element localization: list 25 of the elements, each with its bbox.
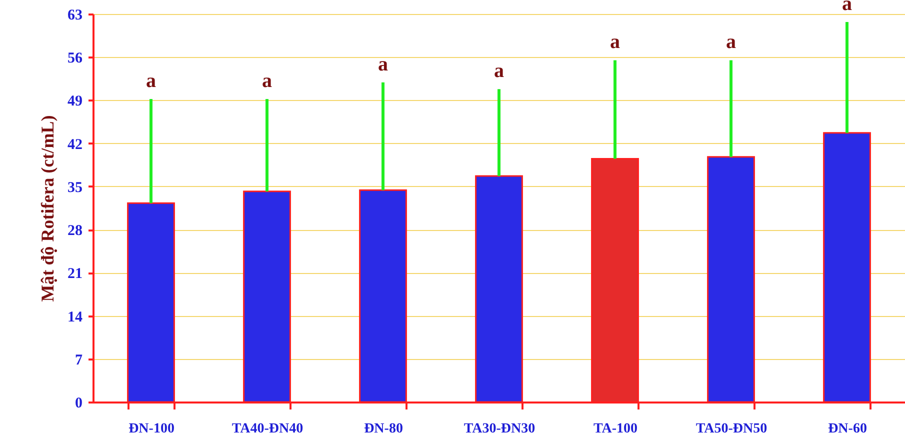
y-tick-label: 56 — [68, 50, 83, 67]
x-tick-label: ĐN-100 — [128, 422, 174, 436]
x-tick-label: ĐN-80 — [364, 422, 403, 436]
annotation: a — [494, 60, 504, 82]
annotation: a — [378, 53, 388, 76]
y-tick-label: 49 — [68, 94, 82, 110]
annotation: a — [726, 31, 736, 54]
y-tick-label: 0 — [75, 396, 82, 412]
x-tick-label: ĐN-60 — [828, 422, 867, 436]
y-tick-label: 42 — [68, 136, 82, 153]
annotation: a — [146, 70, 156, 92]
annotation: a — [610, 31, 620, 54]
y-tick-label: 14 — [68, 309, 83, 326]
annotation: a — [262, 70, 272, 92]
x-tick-label: TA30-ĐN30 — [464, 422, 536, 436]
y-tick-label: 63 — [68, 8, 82, 24]
y-tick-label: 35 — [68, 180, 82, 196]
y-tick-label: 7 — [75, 352, 83, 368]
y-axis-title: Mật độ Rotifera (ct/mL) — [38, 115, 58, 302]
x-tick-label: TA50-ĐN50 — [696, 422, 768, 436]
x-tick-label: TA40-ĐN40 — [232, 422, 304, 436]
x-tick-label: TA-100 — [593, 422, 638, 436]
y-tick-label: 28 — [68, 223, 82, 240]
annotation: a — [842, 0, 852, 16]
y-tick-label: 21 — [68, 266, 82, 282]
